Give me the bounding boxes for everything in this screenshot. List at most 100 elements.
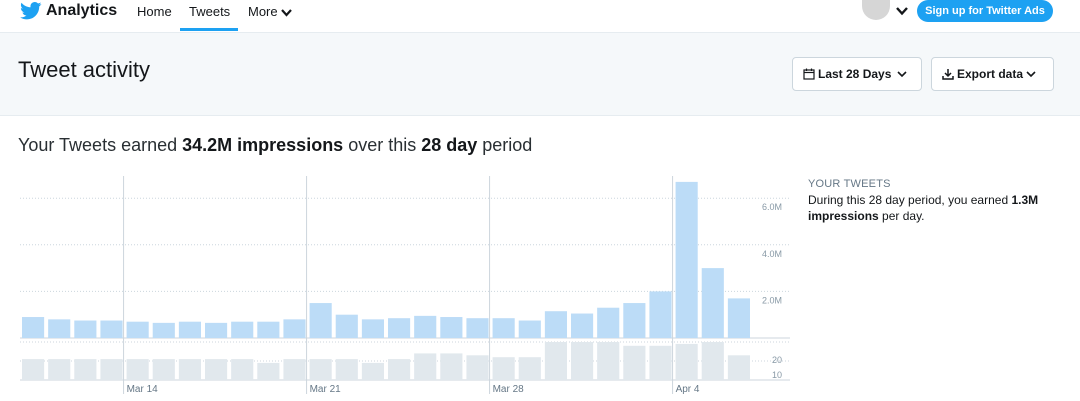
impressions-bar[interactable] bbox=[309, 303, 332, 338]
your-tweets-title: YOUR TWEETS bbox=[808, 178, 891, 190]
engagement-bar[interactable] bbox=[309, 359, 332, 380]
engagement-bar[interactable] bbox=[414, 353, 437, 380]
export-data-button[interactable]: Export data bbox=[931, 57, 1054, 91]
chevron-down-icon bbox=[1026, 71, 1036, 78]
x-tick-label: Mar 21 bbox=[310, 384, 342, 395]
download-icon bbox=[942, 69, 954, 80]
y-tick-label: 4.0M bbox=[762, 249, 782, 259]
impressions-bar[interactable] bbox=[518, 320, 541, 338]
impressions-bar[interactable] bbox=[152, 322, 175, 338]
summary-middle: over this bbox=[343, 135, 422, 155]
impressions-bar[interactable] bbox=[257, 321, 280, 338]
impressions-bar[interactable] bbox=[100, 320, 123, 338]
engagement-bar[interactable] bbox=[126, 359, 149, 380]
engagement-bar[interactable] bbox=[623, 345, 646, 380]
chevron-down-icon bbox=[897, 71, 907, 78]
impressions-bar[interactable] bbox=[727, 298, 750, 338]
y-tick-label: 20 bbox=[772, 355, 782, 365]
engagement-bar[interactable] bbox=[74, 359, 97, 380]
impressions-bar[interactable] bbox=[492, 318, 515, 338]
y-tick-label: 10 bbox=[772, 370, 782, 380]
page-title: Tweet activity bbox=[18, 57, 151, 82]
date-range-label: Last 28 Days bbox=[818, 67, 892, 81]
engagement-bar[interactable] bbox=[48, 359, 71, 380]
impressions-bar[interactable] bbox=[178, 321, 201, 338]
active-tab-indicator bbox=[180, 28, 238, 31]
engagement-bar[interactable] bbox=[257, 362, 280, 380]
top-nav: Analytics Home Tweets More Sign up for T… bbox=[0, 0, 1080, 32]
date-range-button[interactable]: Last 28 Days bbox=[792, 57, 922, 91]
y-tick-label: 6.0M bbox=[762, 202, 782, 212]
impressions-bar[interactable] bbox=[701, 268, 724, 338]
daily-impressions-value: 1.3M bbox=[1011, 193, 1039, 207]
summary-suffix: period bbox=[477, 135, 533, 155]
impressions-bar[interactable] bbox=[571, 313, 594, 338]
nav-more-label: More bbox=[248, 4, 278, 19]
impressions-bar[interactable] bbox=[283, 319, 306, 338]
impressions-bar[interactable] bbox=[335, 314, 358, 338]
engagement-bar[interactable] bbox=[100, 359, 123, 380]
x-tick-label: Mar 14 bbox=[127, 384, 159, 395]
engagement-bar[interactable] bbox=[440, 353, 463, 380]
avatar[interactable] bbox=[862, 0, 890, 20]
engagement-bar[interactable] bbox=[22, 359, 45, 380]
engagement-bar[interactable] bbox=[701, 342, 724, 380]
account-chevron-icon[interactable] bbox=[895, 5, 909, 17]
header-band: Tweet activity Last 28 Days Export data bbox=[0, 32, 1080, 116]
impressions-bar[interactable] bbox=[22, 317, 45, 338]
engagement-bar[interactable] bbox=[675, 343, 698, 380]
nav-more[interactable]: More bbox=[248, 4, 293, 19]
impressions-bar[interactable] bbox=[388, 318, 411, 338]
brand-title: Analytics bbox=[46, 2, 118, 19]
impressions-bar[interactable] bbox=[440, 317, 463, 338]
chevron-down-icon bbox=[281, 9, 293, 17]
impressions-bar[interactable] bbox=[649, 291, 672, 338]
engagement-bar[interactable] bbox=[283, 359, 306, 380]
impressions-summary: Your Tweets earned 34.2M impressions ove… bbox=[18, 135, 532, 156]
engagement-bar[interactable] bbox=[388, 359, 411, 380]
x-tick-label: Apr 4 bbox=[676, 384, 700, 395]
impressions-bar[interactable] bbox=[466, 318, 489, 338]
impressions-chart: 2.0M 4.0M 6.0M 20 10 Mar 14 Mar 21 Mar 28 Apr 4 bbox=[20, 176, 790, 395]
engagement-bar[interactable] bbox=[597, 342, 620, 380]
engagement-bar[interactable] bbox=[571, 342, 594, 380]
engagement-bar[interactable] bbox=[361, 362, 384, 380]
engagement-bar[interactable] bbox=[649, 345, 672, 380]
impressions-bar[interactable] bbox=[126, 321, 149, 338]
nav-home[interactable]: Home bbox=[137, 4, 172, 19]
impressions-bar[interactable] bbox=[361, 319, 384, 338]
twitter-bird-icon bbox=[20, 2, 42, 20]
impressions-bar[interactable] bbox=[597, 307, 620, 338]
your-tweets-panel: YOUR TWEETS During this 28 day period, y… bbox=[808, 178, 1068, 224]
impressions-bar[interactable] bbox=[205, 322, 228, 338]
calendar-icon bbox=[803, 68, 815, 80]
your-tweets-text: During this 28 day period, you earned 1.… bbox=[808, 192, 1068, 224]
y-tick-label: 2.0M bbox=[762, 295, 782, 305]
impressions-bar[interactable] bbox=[48, 319, 71, 338]
export-label: Export data bbox=[957, 67, 1024, 81]
engagement-bar[interactable] bbox=[205, 359, 228, 380]
daily-text-suffix: per day. bbox=[878, 209, 925, 223]
engagement-bar[interactable] bbox=[727, 355, 750, 380]
impressions-bar[interactable] bbox=[544, 311, 567, 338]
brand-link[interactable]: Analytics bbox=[20, 2, 117, 20]
engagement-bar[interactable] bbox=[518, 357, 541, 380]
engagement-bar[interactable] bbox=[492, 357, 515, 380]
signup-ads-button[interactable]: Sign up for Twitter Ads bbox=[917, 0, 1053, 22]
nav-tweets[interactable]: Tweets bbox=[189, 4, 231, 19]
engagement-bar[interactable] bbox=[544, 342, 567, 380]
engagement-bar[interactable] bbox=[335, 359, 358, 380]
engagement-bar[interactable] bbox=[466, 355, 489, 380]
impressions-word: impressions bbox=[808, 209, 879, 223]
daily-text-prefix: During this 28 day period, you earned bbox=[808, 193, 1012, 207]
impressions-bar[interactable] bbox=[74, 320, 97, 338]
engagement-bar[interactable] bbox=[231, 359, 254, 380]
summary-prefix: Your Tweets earned bbox=[18, 135, 183, 155]
x-tick-label: Mar 28 bbox=[493, 384, 525, 395]
impressions-bar[interactable] bbox=[414, 315, 437, 338]
impressions-bar[interactable] bbox=[675, 181, 698, 338]
impressions-bar[interactable] bbox=[623, 303, 646, 338]
impressions-bar[interactable] bbox=[231, 321, 254, 338]
engagement-bar[interactable] bbox=[178, 359, 201, 380]
engagement-bar[interactable] bbox=[152, 359, 175, 380]
